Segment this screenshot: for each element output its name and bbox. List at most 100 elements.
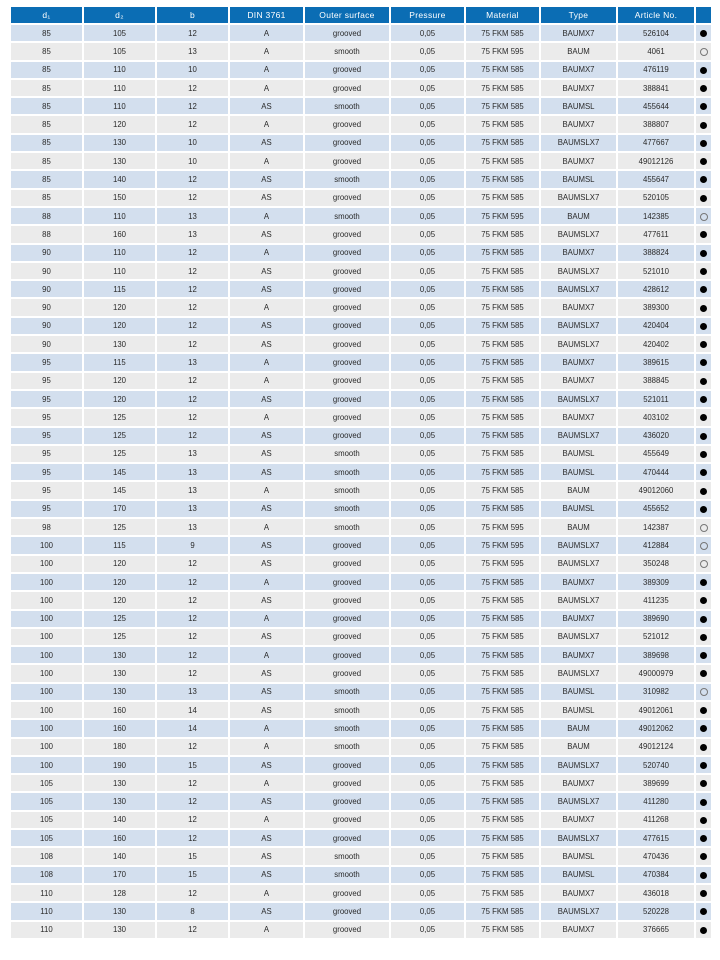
cell-material: 75 FKM 595 [466, 555, 539, 572]
cell-availability [696, 738, 711, 755]
cell-article-no: 455652 [618, 500, 694, 518]
cell-d2: 190 [84, 756, 155, 774]
cell-d2: 130 [84, 336, 155, 353]
cell-type: BAUMSL [541, 445, 616, 463]
cell-availability [696, 701, 711, 719]
cell-article-no: 389615 [618, 354, 694, 371]
cell-material: 75 FKM 585 [466, 592, 539, 609]
cell-d2: 130 [84, 793, 155, 810]
cell-din-3761: AS [230, 171, 303, 188]
cell-din-3761: AS [230, 665, 303, 682]
cell-d2: 120 [84, 372, 155, 389]
cell-type: BAUMX7 [541, 244, 616, 261]
cell-article-no: 49000979 [618, 665, 694, 682]
cell-outer-surface: grooved [305, 61, 389, 78]
cell-d1: 108 [11, 866, 82, 883]
cell-d2: 160 [84, 226, 155, 243]
cell-availability [696, 153, 711, 170]
cell-article-no: 520740 [618, 756, 694, 774]
cell-type: BAUMSL [541, 464, 616, 481]
cell-outer-surface: grooved [305, 390, 389, 408]
cell-b: 12 [157, 299, 228, 316]
cell-type: BAUMSL [541, 500, 616, 518]
cell-d1: 95 [11, 500, 82, 518]
cell-availability [696, 79, 711, 97]
cell-availability [696, 903, 711, 920]
cell-outer-surface: grooved [305, 610, 389, 627]
cell-d1: 110 [11, 884, 82, 902]
cell-availability [696, 281, 711, 298]
cell-d1: 85 [11, 153, 82, 170]
cell-article-no: 521012 [618, 628, 694, 646]
cell-b: 15 [157, 848, 228, 865]
cell-din-3761: AS [230, 701, 303, 719]
cell-b: 12 [157, 592, 228, 609]
filled-circle-icon [700, 725, 707, 733]
cell-article-no: 49012126 [618, 153, 694, 170]
cell-b: 15 [157, 756, 228, 774]
cell-availability [696, 537, 711, 554]
cell-availability [696, 445, 711, 463]
cell-d2: 140 [84, 171, 155, 188]
cell-article-no: 389309 [618, 573, 694, 591]
cell-d2: 105 [84, 43, 155, 60]
filled-circle-icon [700, 249, 707, 257]
cell-din-3761: A [230, 299, 303, 316]
filled-circle-icon [700, 487, 707, 495]
filled-circle-icon [700, 121, 707, 129]
cell-availability [696, 299, 711, 316]
cell-outer-surface: smooth [305, 519, 389, 536]
cell-d1: 110 [11, 903, 82, 920]
cell-pressure: 0,05 [391, 409, 464, 426]
table-row: 90 110 12 AS grooved 0,05 75 FKM 585 BAUMSLX7 52… [11, 262, 711, 280]
cell-outer-surface: grooved [305, 317, 389, 335]
cell-availability [696, 390, 711, 408]
filled-circle-icon [700, 652, 707, 660]
table-row: 100 130 12 AS grooved 0,05 75 FKM 585 BAUMSLX7 4… [11, 665, 711, 682]
cell-type: BAUMSL [541, 683, 616, 700]
cell-b: 14 [157, 701, 228, 719]
cell-d2: 130 [84, 921, 155, 938]
cell-type: BAUMSLX7 [541, 262, 616, 280]
header-type: Type [541, 7, 616, 23]
cell-b: 15 [157, 866, 228, 883]
cell-type: BAUM [541, 720, 616, 737]
cell-availability [696, 830, 711, 847]
cell-d1: 85 [11, 171, 82, 188]
cell-pressure: 0,05 [391, 720, 464, 737]
cell-type: BAUMSLX7 [541, 665, 616, 682]
cell-d1: 90 [11, 299, 82, 316]
cell-material: 75 FKM 585 [466, 830, 539, 847]
cell-d2: 115 [84, 537, 155, 554]
table-row: 90 130 12 AS grooved 0,05 75 FKM 585 BAUMSLX7 42… [11, 336, 711, 353]
filled-circle-icon [700, 853, 707, 861]
cell-din-3761: AS [230, 500, 303, 518]
table-row: 108 140 15 AS smooth 0,05 75 FKM 585 BAUMSL 4704… [11, 848, 711, 865]
cell-material: 75 FKM 595 [466, 537, 539, 554]
cell-din-3761: A [230, 354, 303, 371]
cell-din-3761: AS [230, 592, 303, 609]
table-row: 100 120 12 AS grooved 0,05 75 FKM 585 BAUMSLX7 4… [11, 592, 711, 609]
empty-circle-icon [699, 560, 708, 569]
cell-din-3761: A [230, 720, 303, 737]
filled-circle-icon [700, 707, 707, 715]
cell-material: 75 FKM 585 [466, 811, 539, 829]
cell-din-3761: A [230, 573, 303, 591]
filled-circle-icon [700, 450, 707, 458]
cell-d1: 90 [11, 281, 82, 298]
cell-availability [696, 427, 711, 444]
cell-din-3761: A [230, 738, 303, 755]
cell-din-3761: AS [230, 134, 303, 152]
cell-outer-surface: grooved [305, 189, 389, 206]
cell-type: BAUMX7 [541, 884, 616, 902]
cell-din-3761: A [230, 647, 303, 664]
cell-pressure: 0,05 [391, 317, 464, 335]
cell-b: 12 [157, 189, 228, 206]
cell-b: 12 [157, 336, 228, 353]
